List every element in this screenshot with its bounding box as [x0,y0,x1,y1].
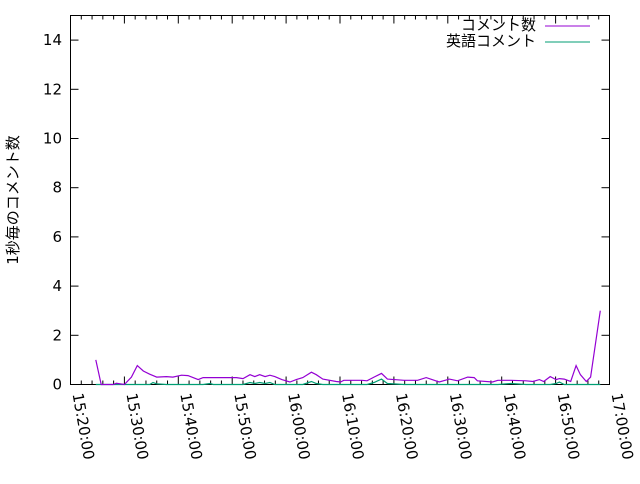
x-tick-label: 16:10:00 [338,392,367,461]
series-line-1 [95,378,601,386]
x-tick-label: 16:20:00 [392,392,421,461]
y-tick-label: 8 [52,179,62,197]
x-tick-label: 15:20:00 [69,392,98,461]
x-tick-label: 16:50:00 [554,392,583,461]
y-tick-label: 14 [43,31,62,49]
x-tick-label: 16:40:00 [500,392,529,461]
x-tick-label: 17:00:00 [608,392,637,461]
y-tick-label: 6 [52,228,62,246]
legend-label-0: コメント数 [461,16,536,34]
y-tick-label: 4 [52,277,62,295]
y-tick-label: 2 [52,326,62,344]
x-tick-label: 15:50:00 [230,392,259,461]
x-tick-label: 16:00:00 [284,392,313,461]
y-tick-label: 0 [52,376,62,394]
y-axis-label: 1秒毎のコメント数 [4,135,22,265]
legend-label-1: 英語コメント [446,32,536,50]
x-tick-label: 15:30:00 [122,392,151,461]
y-tick-label: 10 [43,130,62,148]
y-tick-label: 12 [43,80,62,98]
legend: コメント数 英語コメント [446,16,590,50]
x-tick-label: 16:30:00 [446,392,475,461]
series-line-0 [95,310,601,386]
plot-border [70,15,610,385]
x-tick-label: 15:40:00 [176,392,205,461]
